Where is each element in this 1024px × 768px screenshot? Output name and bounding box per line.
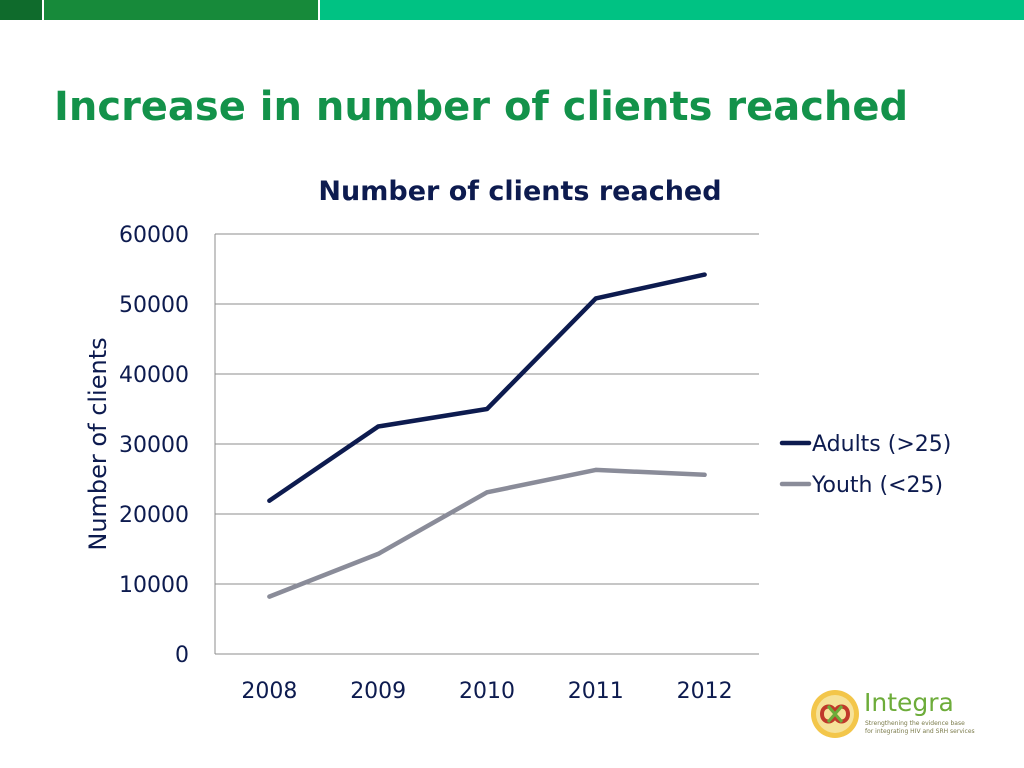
- data-point-adults-25: [376, 424, 381, 429]
- logo-name: Integra: [864, 688, 954, 717]
- logo-tagline-line-2: for integrating HIV and SRH services: [865, 728, 975, 735]
- integra-logo: Integra Strengthening the evidence base …: [810, 686, 990, 744]
- top-bar-segment-dark: [0, 0, 42, 20]
- data-point-youth-25: [267, 594, 272, 599]
- series-line-adults-25: [267, 272, 707, 503]
- top-bar-segment-light: [320, 0, 1024, 20]
- data-point-adults-25: [485, 407, 489, 411]
- data-point-youth-25: [485, 490, 489, 495]
- y-tick-label: 40000: [119, 363, 189, 388]
- y-tick-label: 50000: [119, 293, 189, 318]
- x-tick-label: 2010: [459, 679, 515, 704]
- data-point-adults-25: [593, 296, 598, 301]
- legend: Adults (>25) Youth (<25): [779, 432, 951, 498]
- gridlines: [215, 233, 759, 585]
- data-point-adults-25: [267, 498, 272, 503]
- x-tick-label: 2011: [568, 679, 624, 704]
- y-tick-label: 60000: [119, 223, 189, 248]
- logo-tagline: Strengthening the evidence base for inte…: [865, 720, 995, 736]
- series-lines: [267, 272, 707, 599]
- data-point-adults-25: [702, 272, 707, 277]
- x-tick-label: 2008: [241, 679, 297, 704]
- x-tick-labels: 2008 2009 2010 2011 2012: [241, 679, 732, 704]
- y-tick-label: 30000: [119, 433, 189, 458]
- slide-title: Increase in number of clients reached: [54, 84, 909, 130]
- y-axis-label: Number of clients: [84, 337, 112, 550]
- top-color-bar: [0, 0, 1024, 20]
- legend-label-youth-25: Youth (<25): [811, 473, 943, 498]
- axes: [214, 234, 759, 655]
- legend-label-adults-25: Adults (>25): [812, 432, 951, 457]
- chart-title: Number of clients reached: [318, 176, 721, 207]
- integra-knot-icon: [811, 690, 859, 738]
- y-tick-label: 10000: [119, 573, 189, 598]
- data-point-youth-25: [376, 551, 381, 556]
- series-line-youth-25: [267, 467, 707, 599]
- data-point-youth-25: [702, 472, 707, 477]
- y-tick-label: 20000: [119, 503, 189, 528]
- x-tick-label: 2009: [350, 679, 406, 704]
- y-tick-label: 0: [175, 643, 189, 668]
- y-tick-labels: 0 10000 20000 30000 40000 50000 60000: [119, 223, 189, 668]
- x-tick-label: 2012: [677, 679, 733, 704]
- top-bar-segment-mid: [44, 0, 318, 20]
- logo-tagline-line-1: Strengthening the evidence base: [865, 720, 965, 727]
- data-point-youth-25: [593, 467, 598, 472]
